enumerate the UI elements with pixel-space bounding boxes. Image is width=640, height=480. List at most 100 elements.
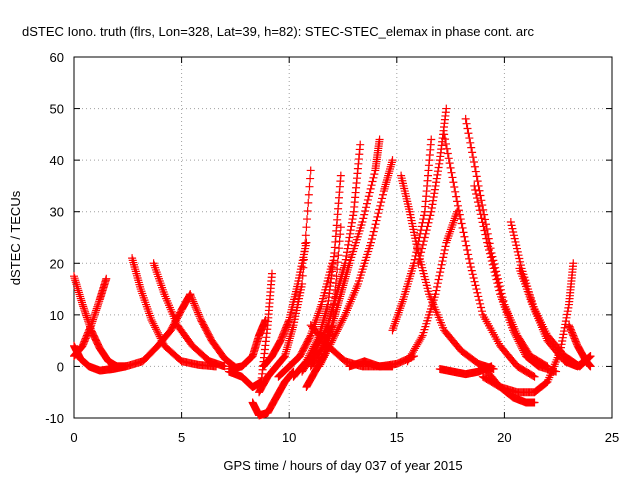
data-point <box>347 222 356 231</box>
data-point <box>510 330 519 339</box>
data-point <box>367 181 376 190</box>
data-point <box>479 222 488 231</box>
series-12 <box>274 259 337 381</box>
data-point <box>359 214 368 223</box>
data-point <box>419 215 428 224</box>
x-axis: 0 5 10 15 20 25 <box>70 57 619 445</box>
data-point <box>488 260 497 269</box>
data-point <box>439 253 448 262</box>
data-point <box>458 223 467 232</box>
data-point <box>345 233 354 242</box>
x-tick-label: 10 <box>282 430 296 445</box>
data-point <box>441 135 450 144</box>
data-point <box>509 326 518 335</box>
data-point <box>465 259 474 268</box>
data-point <box>186 290 195 299</box>
data-point <box>470 277 479 286</box>
data-point <box>92 306 101 315</box>
data-point <box>93 300 102 309</box>
series-11 <box>259 238 311 371</box>
data-point <box>485 246 494 255</box>
data-point <box>471 185 480 194</box>
data-point <box>562 313 571 322</box>
data-point <box>430 189 439 198</box>
series-4 <box>149 259 229 371</box>
data-point <box>336 223 345 232</box>
series-17 <box>302 223 345 392</box>
data-point <box>509 328 518 337</box>
data-point <box>434 275 443 284</box>
data-point <box>477 307 486 316</box>
data-point <box>487 257 496 266</box>
data-point <box>456 215 465 224</box>
data-point <box>451 187 460 196</box>
data-point <box>513 335 522 344</box>
data-point <box>560 327 569 336</box>
chart-title: dSTEC Iono. truth (flrs, Lon=328, Lat=39… <box>22 24 534 39</box>
data-point <box>362 203 371 212</box>
data-point <box>564 303 573 312</box>
data-point <box>196 314 205 323</box>
data-point <box>469 153 478 162</box>
data-point <box>89 315 98 324</box>
data-point <box>472 172 481 181</box>
data-point <box>302 238 311 247</box>
data-point <box>302 223 311 232</box>
data-point <box>93 302 102 311</box>
data-point <box>346 229 355 238</box>
data-point <box>414 237 423 246</box>
data-point <box>360 210 369 219</box>
data-point <box>530 398 539 407</box>
data-point <box>336 320 345 329</box>
data-point <box>75 290 84 299</box>
data-point <box>468 148 477 157</box>
data-point <box>86 322 95 331</box>
data-point <box>520 348 529 357</box>
series-9 <box>248 367 298 420</box>
data-point <box>417 333 426 342</box>
data-point <box>365 188 374 197</box>
data-point <box>334 251 343 260</box>
data-point <box>467 143 476 152</box>
data-point <box>558 337 567 346</box>
data-point <box>332 272 341 281</box>
data-point <box>88 317 97 326</box>
data-point <box>375 205 384 214</box>
data-point <box>346 226 355 235</box>
data-point <box>413 244 422 253</box>
data-point <box>516 257 525 266</box>
data-point <box>71 278 80 287</box>
data-point <box>149 319 158 328</box>
data-point <box>433 170 442 179</box>
data-point <box>515 254 524 263</box>
data-point <box>378 194 387 203</box>
data-point <box>461 237 470 246</box>
x-tick-label: 0 <box>70 430 77 445</box>
data-point <box>509 231 518 240</box>
data-point <box>369 173 378 182</box>
plot-frame <box>73 56 613 419</box>
data-point <box>338 316 347 325</box>
data-point <box>337 318 346 327</box>
data-point <box>306 174 315 183</box>
series-24 <box>440 130 539 381</box>
y-axis-label: dSTEC / TECUs <box>8 190 23 285</box>
data-point <box>465 134 474 143</box>
data-point <box>445 159 454 168</box>
y-tick-label: 0 <box>57 359 64 374</box>
data-point <box>279 353 288 362</box>
data-point <box>433 282 442 291</box>
y-tick-label: 60 <box>50 50 64 65</box>
data-point <box>556 346 565 355</box>
data-point <box>508 224 517 233</box>
data-point <box>336 230 345 239</box>
data-point <box>336 171 345 180</box>
data-point <box>471 281 480 290</box>
data-point <box>511 331 520 340</box>
data-point <box>480 226 489 235</box>
data-point <box>413 240 422 249</box>
data-point <box>87 321 96 330</box>
data-point <box>148 317 157 326</box>
data-point <box>448 173 457 182</box>
data-point <box>530 372 539 381</box>
